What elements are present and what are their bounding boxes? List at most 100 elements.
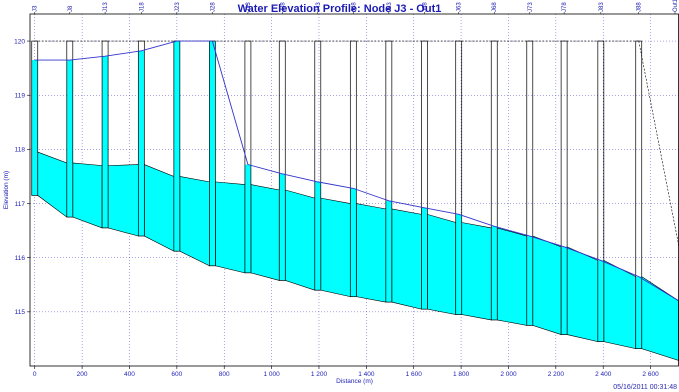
node-label: J73 bbox=[528, 2, 534, 12]
node-water-fill bbox=[526, 236, 533, 326]
conduit-segment bbox=[496, 227, 528, 326]
node-manhole bbox=[635, 40, 643, 350]
y-axis-ticks: 115 116 117 118 119 120 bbox=[14, 38, 30, 316]
node-label: Out1 bbox=[673, 0, 679, 12]
x-tick-label: 1 600 bbox=[406, 371, 423, 378]
water-surface-polyline bbox=[34, 40, 679, 302]
node-manhole bbox=[31, 40, 39, 196]
x-axis-label: Distance (m) bbox=[336, 378, 373, 385]
conduit-segment bbox=[37, 151, 68, 218]
node-water-fill bbox=[597, 260, 604, 342]
node-manhole bbox=[421, 40, 428, 310]
node-manhole bbox=[560, 40, 568, 335]
node-label: J83 bbox=[599, 2, 605, 12]
node-label: J8 bbox=[68, 5, 74, 12]
water-surface-line bbox=[34, 40, 679, 302]
x-tick-label: 1 400 bbox=[358, 371, 375, 378]
node-label: J43 bbox=[316, 2, 322, 12]
conduit-segment bbox=[566, 246, 599, 343]
y-tick-label: 117 bbox=[15, 201, 26, 208]
node-manhole bbox=[314, 40, 322, 291]
x-tick-label: 2 400 bbox=[595, 371, 612, 378]
node-water-fill bbox=[66, 60, 73, 218]
conduit-segment bbox=[107, 164, 139, 237]
node-manhole bbox=[101, 40, 109, 229]
node-manhole bbox=[490, 40, 498, 321]
node-label: J88 bbox=[637, 2, 643, 12]
conduit-segment bbox=[356, 203, 387, 303]
conduit-segment bbox=[320, 197, 351, 298]
node-manholes bbox=[31, 40, 643, 350]
conduit-segment bbox=[391, 208, 422, 310]
node-manhole bbox=[455, 40, 463, 315]
node-water-fill bbox=[350, 188, 357, 297]
conduit-segment bbox=[461, 222, 492, 321]
node-manhole bbox=[137, 40, 145, 237]
x-tick-label: 2 600 bbox=[642, 371, 659, 378]
outfall-ground-line bbox=[638, 41, 679, 247]
node-water-fill bbox=[385, 200, 392, 303]
x-tick-label: 200 bbox=[77, 371, 88, 378]
node-water-fill bbox=[31, 60, 38, 196]
node-water-fill bbox=[244, 164, 251, 273]
y-tick-label: 115 bbox=[15, 309, 26, 316]
y-tick-label: 120 bbox=[14, 38, 25, 45]
timestamp: 05/16/2011 00:31:48 bbox=[613, 384, 677, 391]
node-label: J63 bbox=[457, 2, 463, 12]
node-manhole bbox=[278, 40, 286, 281]
node-manhole bbox=[66, 40, 74, 218]
chart-title: Water Elevation Profile: Node J3 - Out1 bbox=[237, 3, 442, 15]
node-label: J68 bbox=[492, 2, 498, 12]
node-labels: J3 J8 J13 J18 J23 J28 J33 J38 J43 J48 J53 J58 J63 J68… bbox=[33, 0, 679, 14]
x-tick-label: 2 000 bbox=[500, 371, 517, 378]
conduit-segment bbox=[215, 181, 246, 274]
node-water-fill bbox=[421, 207, 428, 310]
x-tick-label: 2 200 bbox=[548, 371, 565, 378]
x-tick-label: 1 800 bbox=[453, 371, 470, 378]
node-water-fill bbox=[173, 41, 180, 252]
x-tick-label: 0 bbox=[33, 371, 37, 378]
node-label: J33 bbox=[246, 2, 252, 12]
node-water-fill bbox=[279, 173, 286, 281]
node-manhole bbox=[244, 40, 252, 274]
y-tick-label: 116 bbox=[15, 255, 26, 262]
node-water-fill bbox=[491, 226, 498, 320]
node-label: J3 bbox=[33, 5, 39, 12]
node-label: J48 bbox=[351, 2, 357, 12]
node-manhole bbox=[349, 40, 357, 298]
x-tick-label: 1 000 bbox=[263, 371, 280, 378]
y-axis-label: Elevation (m) bbox=[3, 171, 10, 209]
x-axis-ticks: 0 200 400 600 800 1 000 1 200 1 400 1 600 1 800 2 … bbox=[33, 366, 659, 378]
node-water-fill bbox=[209, 41, 216, 266]
node-label: J58 bbox=[422, 2, 428, 12]
node-water-fill bbox=[455, 214, 462, 315]
conduit-segment bbox=[532, 235, 562, 336]
y-tick-label: 119 bbox=[15, 93, 26, 100]
node-label: J28 bbox=[210, 2, 216, 12]
node-manhole bbox=[526, 40, 534, 326]
node-water-fill bbox=[561, 246, 568, 335]
node-label: J53 bbox=[387, 2, 393, 12]
node-water-fill bbox=[635, 276, 642, 349]
x-tick-label: 1 200 bbox=[311, 371, 328, 378]
node-water-fill bbox=[102, 56, 109, 228]
conduit-segment bbox=[427, 213, 457, 315]
conduit-segment bbox=[284, 189, 316, 291]
conduit-segment bbox=[72, 162, 103, 229]
node-label: J18 bbox=[139, 2, 145, 12]
conduit-segment bbox=[250, 184, 280, 281]
node-water-fill bbox=[138, 50, 145, 237]
node-manhole bbox=[385, 40, 393, 303]
y-tick-label: 118 bbox=[15, 147, 26, 154]
node-label: J78 bbox=[562, 2, 568, 12]
x-tick-label: 600 bbox=[171, 371, 182, 378]
conduit-fill bbox=[37, 151, 679, 361]
conduit-segment bbox=[179, 176, 210, 267]
node-label: J38 bbox=[280, 2, 286, 12]
x-tick-label: 400 bbox=[124, 371, 135, 378]
node-manhole bbox=[597, 40, 605, 342]
node-label: J13 bbox=[103, 2, 109, 12]
conduit-segment bbox=[144, 164, 175, 252]
x-tick-label: 800 bbox=[219, 371, 230, 378]
